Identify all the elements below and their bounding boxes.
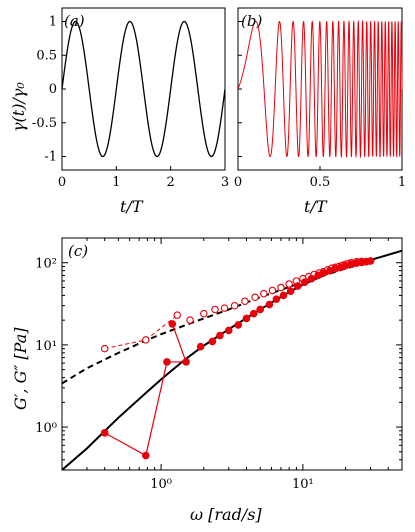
panel-b-xlabel: t/T	[304, 197, 328, 216]
panel-c-open-point	[186, 316, 194, 324]
panel-c-open-point	[260, 289, 268, 298]
panel-c-filled-point	[208, 337, 217, 346]
panel-a-xtick-label: 2	[167, 175, 175, 190]
panel-c-filled-point	[234, 321, 243, 329]
panel-a-xtick-label: 0	[58, 175, 66, 190]
panel-b-xtick-label: 0.5	[310, 175, 331, 190]
panel-b-xtick-label: 1	[398, 175, 406, 190]
panel-c-open-point	[100, 344, 109, 353]
panel-c-open-point	[251, 293, 259, 302]
panel-b-label: (b)	[241, 12, 262, 30]
panel-a-ytick-label: 0	[49, 82, 57, 97]
panel-c-ytick-label: 10⁰	[35, 421, 57, 436]
panel-c-filled-point	[293, 282, 302, 290]
panel-c-xtick-label: 10⁰	[150, 477, 172, 492]
panel-c-ytick-label: 10¹	[35, 339, 57, 354]
panel-c-open-point	[241, 297, 249, 305]
panel-c-filled-point	[249, 309, 258, 318]
panel-a-label: (a)	[64, 12, 85, 30]
panel-b-ticks: 0 0.5 1	[234, 21, 406, 190]
panel-c-open-point	[211, 305, 219, 314]
panel-c-filled-point	[168, 320, 177, 328]
panel-c-data-layer	[62, 249, 402, 470]
panel-a: 0 1 2 3 -1 -0.5 0 0.5 1 (a) t/T γ(t)/γ₀	[9, 7, 229, 216]
panel-c: 10⁰ 10¹ 10⁰ 10¹ 10² (c) ω [rad/s] G′, G″ [Pa…	[11, 237, 403, 524]
panel-a-curve-layer	[61, 20, 226, 158]
panel-c-open-point	[268, 286, 277, 295]
panel-c-open-point	[173, 311, 182, 319]
panel-c-xtick-label: 10¹	[292, 477, 314, 492]
panel-a-ticks: 0 1 2 3 -1 -0.5 0 0.5 1	[32, 15, 229, 191]
panel-c-filled-point	[242, 314, 251, 323]
panel-c-open-point	[277, 283, 285, 292]
panel-b: 0 0.5 1 (b) t/T	[234, 7, 406, 216]
panel-c-filled-point	[100, 429, 109, 437]
panel-b-curve-layer	[237, 19, 403, 159]
panel-c-open-point	[200, 309, 208, 318]
panel-a-ytick-label: 0.5	[36, 48, 57, 63]
panel-b-series-line	[237, 19, 403, 159]
panel-c-filled-point	[319, 269, 328, 277]
panel-c-filled-point	[272, 295, 281, 303]
panel-c-xlabel: ω [rad/s]	[190, 505, 262, 524]
panel-c-ticks: 10⁰ 10¹ 10⁰ 10¹ 10²	[35, 237, 403, 492]
panel-c-label: (c)	[68, 242, 88, 260]
panel-c-filled-point	[163, 358, 171, 366]
panel-a-ylabel: γ(t)/γ₀	[9, 82, 28, 132]
panel-c-filled-point	[224, 326, 233, 335]
panel-c-filled-point	[265, 300, 274, 309]
panel-c-filled-point	[196, 342, 205, 351]
panel-c-filled-point	[366, 257, 375, 265]
panel-c-filled-connector	[104, 323, 187, 457]
panel-c-open-point	[285, 280, 293, 288]
panel-c-open-point	[142, 336, 150, 344]
panel-c-open-connector	[104, 314, 178, 350]
panel-c-filled-point	[256, 305, 265, 314]
panel-c-filled-point	[216, 331, 224, 340]
panel-c-open-point	[220, 304, 229, 312]
panel-a-ytick-label: -1	[44, 150, 57, 165]
panel-a-ytick-label: -0.5	[32, 116, 57, 131]
panel-c-filled-point	[182, 358, 190, 366]
panel-c-filled-point	[279, 291, 288, 300]
panel-c-open-point	[230, 301, 239, 310]
panel-b-xtick-label: 0	[234, 175, 242, 190]
panel-a-series-line	[61, 20, 226, 158]
panel-a-xlabel: t/T	[120, 197, 144, 216]
panel-c-dashed-fit-line	[62, 260, 371, 385]
panel-a-xtick-label: 3	[221, 175, 229, 190]
panel-c-filled-point	[300, 278, 309, 286]
panel-c-plot-area	[62, 249, 402, 470]
panel-c-ylabel: G′, G″ [Pa]	[11, 327, 30, 410]
panel-a-xtick-label: 1	[112, 175, 120, 190]
panel-c-filled-point	[286, 287, 295, 296]
panel-a-ytick-label: 1	[49, 15, 57, 30]
panel-c-frame	[61, 237, 403, 471]
panel-c-filled-point	[142, 451, 150, 460]
panel-c-ytick-label: 10²	[35, 257, 57, 272]
panel-c-filled-point	[307, 274, 316, 283]
